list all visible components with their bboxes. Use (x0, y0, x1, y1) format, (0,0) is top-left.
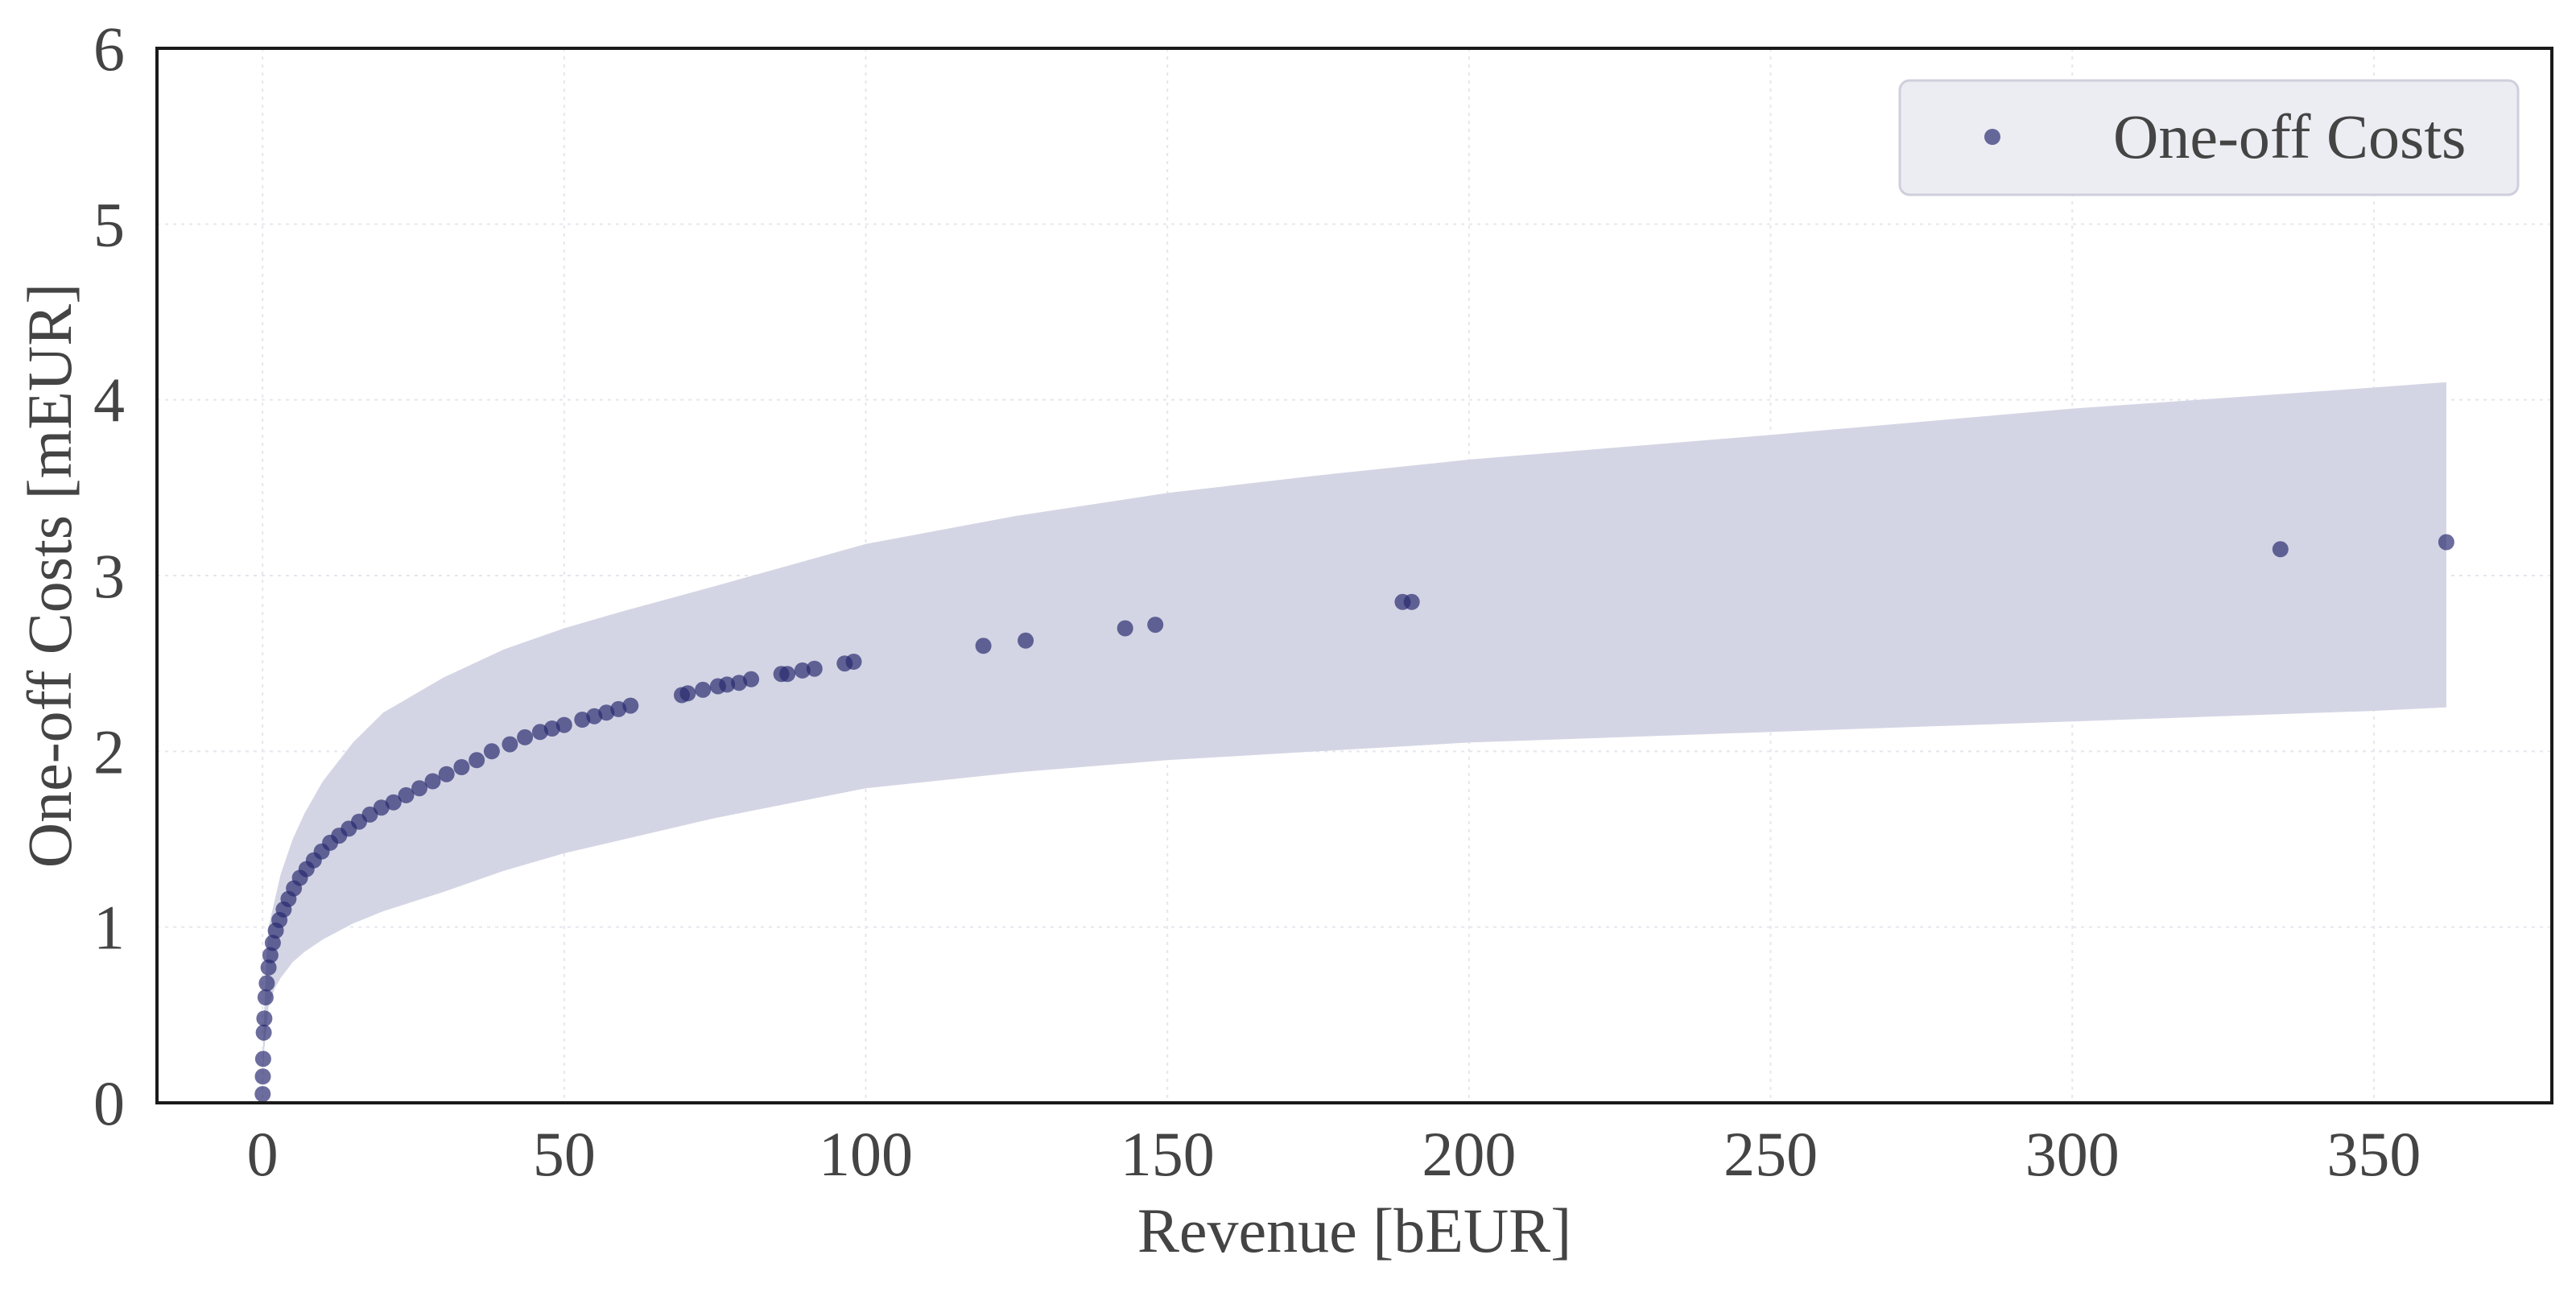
scatter-points (254, 534, 2454, 1103)
scatter-point (517, 729, 534, 745)
scatter-point (254, 1068, 271, 1085)
scatter-point (256, 1010, 273, 1027)
scatter-point (845, 654, 862, 670)
scatter-point (779, 666, 796, 683)
y-tick-label: 2 (93, 716, 125, 786)
confidence-band (262, 382, 2446, 1103)
scatter-point (1018, 632, 1034, 649)
x-axis-label: Revenue [bEUR] (1137, 1195, 1571, 1265)
scatter-point (679, 685, 696, 702)
scatter-point (260, 959, 277, 976)
scatter-point (258, 975, 275, 992)
scatter-point (794, 662, 811, 679)
scatter-point (2438, 534, 2454, 551)
x-tick-label: 150 (1121, 1119, 1215, 1189)
legend-box (1898, 79, 2520, 196)
x-tick-label: 0 (247, 1119, 279, 1189)
legend-marker (1984, 129, 2000, 145)
x-tick-label: 350 (2326, 1119, 2421, 1189)
scatter-point (743, 671, 760, 687)
scatter-point (264, 935, 281, 951)
scatter-point (361, 806, 378, 823)
scatter-point (438, 766, 455, 782)
y-axis-ticks: 0 1 2 3 4 5 6 (93, 14, 125, 1138)
x-tick-label: 200 (1422, 1119, 1516, 1189)
scatter-point (975, 638, 992, 654)
scatter-point (424, 773, 441, 790)
x-tick-label: 300 (2025, 1119, 2120, 1189)
scatter-point (574, 712, 591, 728)
y-tick-label: 6 (93, 14, 125, 84)
x-tick-label: 50 (533, 1119, 596, 1189)
scatter-point (254, 1051, 271, 1067)
legend-entry-one-off-costs: One-off Costs (2113, 101, 2466, 171)
scatter-point (586, 708, 603, 724)
y-axis-label: One-off Costs [mEUR] (14, 283, 85, 869)
scatter-point (483, 743, 500, 760)
scatter-point (598, 704, 615, 721)
scatter-point (262, 947, 279, 964)
scatter-point (373, 799, 390, 816)
scatter-point (622, 697, 639, 714)
y-tick-label: 4 (93, 365, 125, 435)
scatter-point (453, 759, 470, 775)
x-tick-label: 100 (819, 1119, 913, 1189)
scatter-point (257, 989, 274, 1005)
x-axis-ticks: 0 50 100 150 200 250 300 350 (247, 1119, 2421, 1189)
scatter-point (806, 660, 823, 677)
scatter-point (695, 681, 712, 698)
scatter-point (543, 720, 560, 737)
grid-lines (157, 47, 2552, 1104)
y-tick-label: 1 (93, 893, 125, 963)
scatter-point (555, 716, 572, 733)
scatter-point (254, 1086, 271, 1103)
scatter-point (398, 786, 415, 803)
scatter-point (610, 700, 627, 717)
scatter-point (1403, 593, 1420, 610)
scatter-point (719, 676, 736, 693)
scatter-point (502, 736, 518, 753)
y-tick-label: 5 (93, 189, 125, 259)
scatter-point (1117, 620, 1133, 637)
scatter-point (2272, 541, 2289, 558)
scatter-point (469, 752, 485, 769)
scatter-point (411, 780, 427, 797)
legend: One-off Costs (1898, 79, 2520, 196)
scatter-point (385, 794, 402, 811)
y-tick-label: 0 (93, 1068, 125, 1138)
scatter-point (731, 675, 748, 691)
scatter-point (255, 1024, 272, 1041)
x-tick-label: 250 (1724, 1119, 1818, 1189)
plot-frame (155, 47, 2553, 1104)
y-tick-label: 3 (93, 541, 125, 611)
scatter-point (1147, 617, 1164, 634)
